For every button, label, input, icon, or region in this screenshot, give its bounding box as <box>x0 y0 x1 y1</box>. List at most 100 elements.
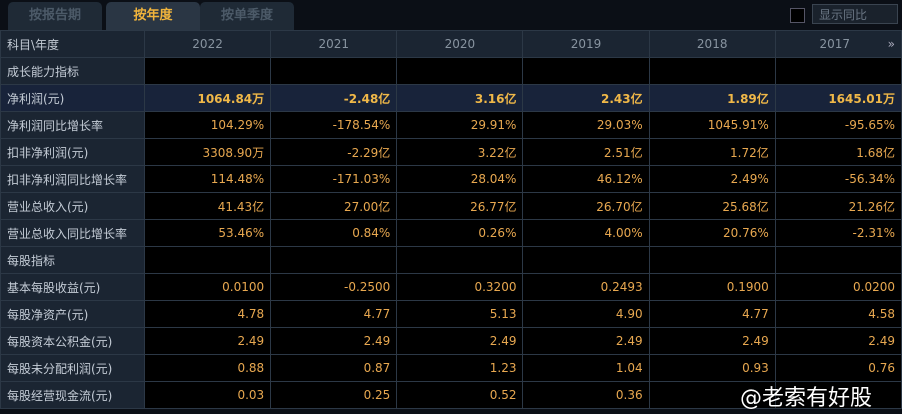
cell-value: 27.00亿 <box>270 192 398 220</box>
section-row: 成长能力指标 <box>0 57 902 85</box>
cell-value: 4.78 <box>143 300 272 328</box>
cell-value <box>396 57 524 85</box>
cell-value: 28.04% <box>396 165 524 193</box>
cell-value <box>648 57 776 85</box>
cell-value: 0.76 <box>774 354 902 382</box>
cell-value: 2.49 <box>143 327 272 355</box>
cell-value <box>648 381 776 409</box>
cell-value: 4.90 <box>522 300 650 328</box>
cell-value: 0.36 <box>522 381 650 409</box>
row-label: 净利润同比增长率 <box>0 111 145 139</box>
cell-value: 53.46% <box>143 219 272 247</box>
cell-value: 0.52 <box>396 381 524 409</box>
cell-value: -2.29亿 <box>270 138 398 166</box>
cell-value: -95.65% <box>774 111 902 139</box>
table-row: 每股资本公积金(元) 2.49 2.49 2.49 2.49 2.49 2.49 <box>0 327 902 355</box>
cell-value: 1.04 <box>522 354 650 382</box>
table-row: 营业总收入同比增长率 53.46% 0.84% 0.26% 4.00% 20.76% -2.… <box>0 219 902 247</box>
cell-value <box>522 57 650 85</box>
cell-value: 25.68亿 <box>648 192 776 220</box>
cell-value: 1.72亿 <box>648 138 776 166</box>
cell-value <box>143 57 272 85</box>
table-row: 基本每股收益(元) 0.0100 -0.2500 0.3200 0.2493 0.1900… <box>0 273 902 301</box>
cell-value <box>270 246 398 274</box>
row-label: 净利润(元) <box>0 84 145 112</box>
cell-value: 21.26亿 <box>774 192 902 220</box>
cell-value: 2.43亿 <box>522 84 650 112</box>
table-row: 净利润(元) 1064.84万 -2.48亿 3.16亿 2.43亿 1.89亿 1645.… <box>0 84 902 112</box>
double-chevron-right-icon[interactable]: » <box>887 37 895 51</box>
cell-value: -178.54% <box>270 111 398 139</box>
cell-value: 1.23 <box>396 354 524 382</box>
weibo-watermark: @老索有好股 <box>740 386 873 411</box>
cell-value: 29.03% <box>522 111 650 139</box>
year-label: 2017 <box>819 37 850 51</box>
cell-value: 26.70亿 <box>522 192 650 220</box>
cell-value: 104.29% <box>143 111 272 139</box>
table-row: 每股净资产(元) 4.78 4.77 5.13 4.90 4.77 4.58 <box>0 300 902 328</box>
year-header[interactable]: 2021 <box>270 30 398 58</box>
row-label: 成长能力指标 <box>0 57 145 85</box>
cell-value: 2.49 <box>522 327 650 355</box>
row-label: 扣非净利润同比增长率 <box>0 165 145 193</box>
year-header[interactable]: 2019 <box>522 30 650 58</box>
cell-value <box>648 246 776 274</box>
row-label: 基本每股收益(元) <box>0 273 145 301</box>
cell-value: 2.49 <box>396 327 524 355</box>
cell-value: -171.03% <box>270 165 398 193</box>
row-label: 扣非净利润(元) <box>0 138 145 166</box>
cell-value: -56.34% <box>774 165 902 193</box>
cell-value <box>522 246 650 274</box>
table-row: 每股未分配利润(元) 0.88 0.87 1.23 1.04 0.93 0.76 <box>0 354 902 382</box>
table-row: 每股经营现金流(元) 0.03 0.25 0.52 0.36 <box>0 381 902 409</box>
tab-by-report-period[interactable]: 按报告期 <box>8 2 102 30</box>
show-yoy-checkbox[interactable] <box>790 8 805 23</box>
cell-value: 3.22亿 <box>396 138 524 166</box>
cell-value: 5.13 <box>396 300 524 328</box>
tab-bar: 按报告期 按年度 按单季度 显示同比 <box>0 0 902 30</box>
cell-value <box>774 381 902 409</box>
cell-value: 0.84% <box>270 219 398 247</box>
cell-value: -2.31% <box>774 219 902 247</box>
show-yoy-button[interactable]: 显示同比 <box>812 4 898 24</box>
cell-value: 2.49 <box>270 327 398 355</box>
cell-value: -2.48亿 <box>270 84 398 112</box>
tab-by-year[interactable]: 按年度 <box>106 2 200 30</box>
cell-value: 2.49 <box>774 327 902 355</box>
table-row: 净利润同比增长率 104.29% -178.54% 29.91% 29.03% 1045.… <box>0 111 902 139</box>
cell-value: 0.87 <box>270 354 398 382</box>
cell-value: 20.76% <box>648 219 776 247</box>
cell-value <box>396 246 524 274</box>
cell-value: 46.12% <box>522 165 650 193</box>
year-header[interactable]: 2018 <box>648 30 776 58</box>
row-label: 营业总收入同比增长率 <box>0 219 145 247</box>
cell-value: 26.77亿 <box>396 192 524 220</box>
cell-value: 0.93 <box>648 354 776 382</box>
row-label: 每股指标 <box>0 246 145 274</box>
year-header[interactable]: 2022 <box>143 30 272 58</box>
cell-value: 1.89亿 <box>648 84 776 112</box>
row-label: 每股资本公积金(元) <box>0 327 145 355</box>
cell-value: 0.0200 <box>774 273 902 301</box>
cell-value: 3.16亿 <box>396 84 524 112</box>
cell-value: 3308.90万 <box>143 138 272 166</box>
cell-value: 41.43亿 <box>143 192 272 220</box>
cell-value <box>774 57 902 85</box>
cell-value: 0.2493 <box>522 273 650 301</box>
row-label: 每股未分配利润(元) <box>0 354 145 382</box>
year-header[interactable]: 2017 » <box>774 30 902 58</box>
cell-value <box>774 246 902 274</box>
cell-value <box>270 57 398 85</box>
year-header[interactable]: 2020 <box>396 30 524 58</box>
cell-value: 0.88 <box>143 354 272 382</box>
table-row: 扣非净利润(元) 3308.90万 -2.29亿 3.22亿 2.51亿 1.72亿 1.6… <box>0 138 902 166</box>
row-label: 营业总收入(元) <box>0 192 145 220</box>
cell-value: 2.51亿 <box>522 138 650 166</box>
cell-value: 0.1900 <box>648 273 776 301</box>
tab-by-quarter[interactable]: 按单季度 <box>200 2 294 30</box>
row-label: 每股经营现金流(元) <box>0 381 145 409</box>
cell-value: -0.2500 <box>270 273 398 301</box>
cell-value: 2.49 <box>648 327 776 355</box>
cell-value: 1.68亿 <box>774 138 902 166</box>
financial-table: 科目\年度 2022 2021 2020 2019 2018 2017 » 成长能… <box>0 30 902 409</box>
